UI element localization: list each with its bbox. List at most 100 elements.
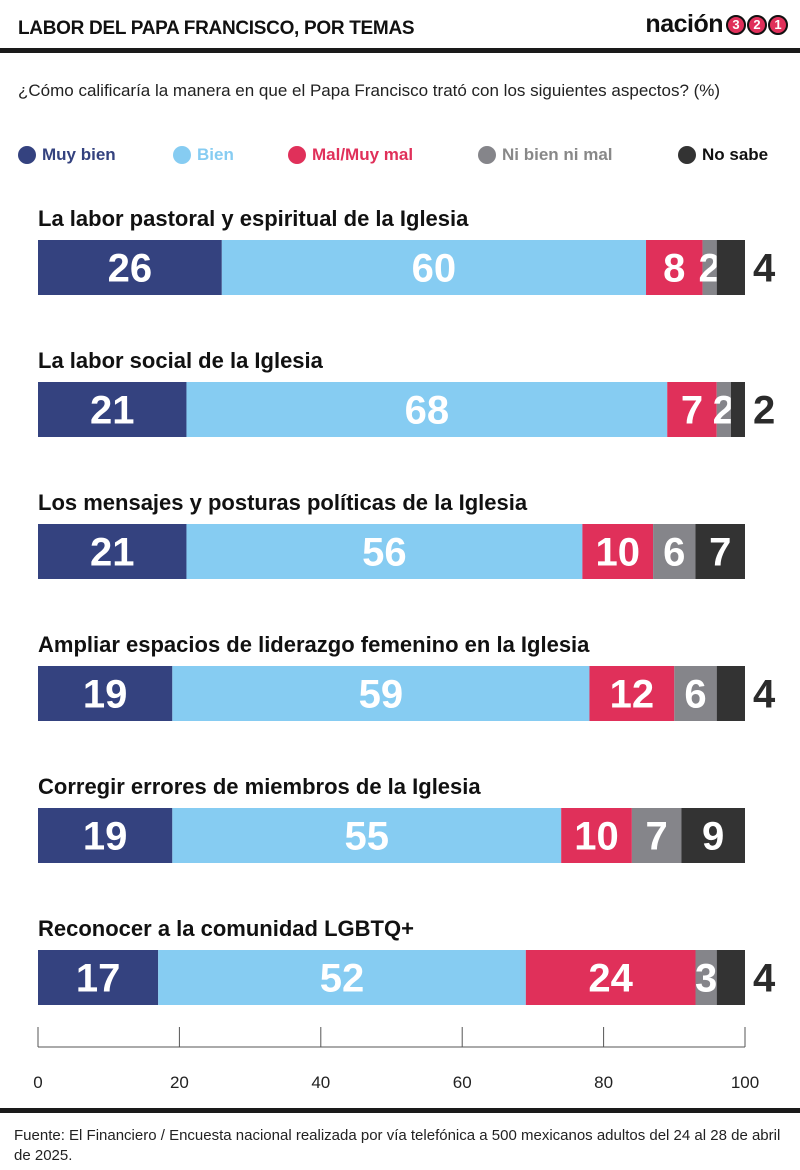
data-label: 26: [108, 247, 153, 291]
x-tick-label: 40: [311, 1073, 330, 1092]
bar-segment: [674, 666, 717, 721]
data-label: 12: [610, 673, 655, 717]
source-note: Fuente: El Financiero / Encuesta naciona…: [14, 1127, 781, 1164]
bar-segment: [730, 382, 745, 437]
data-label: 4: [753, 957, 776, 1001]
legend-swatch: [288, 146, 306, 164]
bar-segment: [38, 950, 159, 1005]
legend-label: No sabe: [702, 145, 769, 164]
survey-question: ¿Cómo calificaría la manera en que el Pa…: [18, 81, 721, 100]
bar-segment: [172, 666, 590, 721]
brand-digit: 3: [726, 14, 746, 35]
data-label: 55: [345, 815, 390, 859]
data-label: 2: [753, 389, 775, 433]
legend-label: Muy bien: [42, 145, 116, 164]
data-label: 8: [663, 247, 685, 291]
data-label: 4: [753, 247, 776, 291]
data-label: 59: [359, 673, 404, 717]
data-label: 68: [405, 389, 450, 433]
bar-segment: [186, 382, 668, 437]
data-label: 10: [595, 531, 640, 575]
header-divider: [0, 48, 800, 53]
category-label: Reconocer a la comunidad LGBTQ+: [38, 916, 414, 941]
page-title: LABOR DEL PAPA FRANCISCO, POR TEMAS: [18, 18, 415, 39]
bar-segment: [702, 240, 717, 295]
bar-segment: [221, 240, 647, 295]
bar-segment: [631, 808, 682, 863]
legend-label: Ni bien ni mal: [502, 145, 613, 164]
data-label: 4: [753, 673, 776, 717]
bar-segment: [653, 524, 696, 579]
stacked-bar-chart: La labor pastoral y espiritual de la Igl…: [33, 206, 776, 1092]
data-label: 52: [320, 957, 365, 1001]
data-label: 21: [90, 531, 135, 575]
legend-item: Bien: [173, 145, 234, 165]
bar-segment: [525, 950, 696, 1005]
brand-digits: 3 2 1: [725, 14, 788, 35]
bar-segment: [38, 666, 173, 721]
legend-swatch: [18, 146, 36, 164]
bar-segment: [716, 666, 745, 721]
brand-logo: nación 3 2 1: [645, 10, 788, 39]
x-tick-label: 80: [594, 1073, 613, 1092]
x-tick-label: 20: [170, 1073, 189, 1092]
data-label: 17: [76, 957, 121, 1001]
brand-name: nación: [645, 10, 723, 38]
bar-segment: [38, 240, 222, 295]
data-label: 7: [646, 815, 668, 859]
legend-item: Mal/Muy mal: [288, 145, 413, 165]
bar-segment: [186, 524, 583, 579]
bar-segment: [716, 240, 745, 295]
data-label: 3: [695, 957, 717, 1001]
data-label: 2: [699, 247, 721, 291]
bar-segment: [716, 950, 745, 1005]
data-label: 21: [90, 389, 135, 433]
legend-swatch: [173, 146, 191, 164]
bar-segment: [158, 950, 526, 1005]
x-tick-label: 0: [33, 1073, 42, 1092]
category-label: Los mensajes y posturas políticas de la …: [38, 490, 528, 515]
legend-swatch: [678, 146, 696, 164]
brand-digit: 2: [747, 14, 767, 35]
data-label: 7: [681, 389, 703, 433]
bar-segment: [38, 382, 187, 437]
brand-digit: 1: [768, 14, 788, 35]
legend-item: No sabe: [678, 145, 768, 165]
bar-segment: [582, 524, 654, 579]
legend-label: Bien: [197, 145, 234, 164]
category-label: La labor pastoral y espiritual de la Igl…: [38, 206, 469, 231]
bar-segment: [716, 382, 731, 437]
x-tick-label: 100: [731, 1073, 759, 1092]
data-label: 9: [702, 815, 724, 859]
bar-segment: [646, 240, 703, 295]
bar-segment: [172, 808, 562, 863]
data-label: 56: [362, 531, 407, 575]
data-label: 19: [83, 815, 128, 859]
bar-segment: [695, 950, 717, 1005]
legend-label: Mal/Muy mal: [312, 145, 414, 164]
data-label: 24: [588, 957, 633, 1001]
data-label: 6: [684, 673, 706, 717]
data-label: 2: [713, 389, 735, 433]
legend-item: Ni bien ni mal: [478, 145, 613, 165]
data-label: 6: [663, 531, 685, 575]
bar-segment: [681, 808, 745, 863]
header: LABOR DEL PAPA FRANCISCO, POR TEMAS naci…: [0, 0, 800, 50]
data-label: 7: [709, 531, 731, 575]
category-label: Ampliar espacios de liderazgo femenino e…: [38, 632, 590, 657]
category-label: La labor social de la Iglesia: [38, 348, 324, 373]
category-label: Corregir errores de miembros de la Igles…: [38, 774, 481, 799]
bar-segment: [38, 808, 173, 863]
bar-segment: [695, 524, 745, 579]
data-label: 19: [83, 673, 128, 717]
footer-divider: [0, 1108, 800, 1113]
bar-segment: [589, 666, 675, 721]
x-tick-label: 60: [453, 1073, 472, 1092]
legend-swatch: [478, 146, 496, 164]
data-label: 60: [412, 247, 457, 291]
bar-segment: [667, 382, 717, 437]
bar-segment: [561, 808, 632, 863]
legend-item: Muy bien: [18, 145, 116, 165]
bar-segment: [38, 524, 187, 579]
chart-legend: Muy bien Bien Mal/Muy mal Ni bien ni mal No …: [18, 145, 798, 169]
